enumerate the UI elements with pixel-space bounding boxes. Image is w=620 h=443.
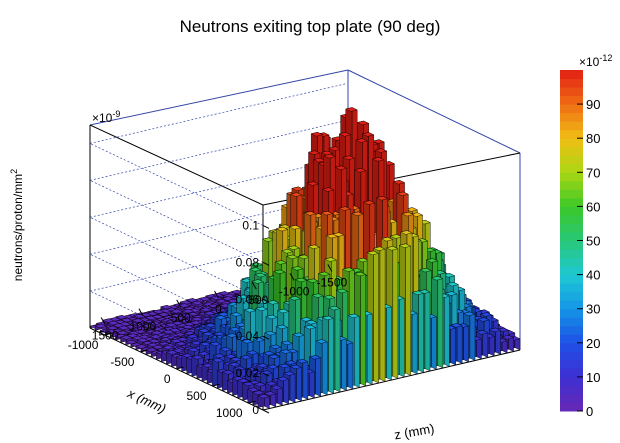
lego-bar-side-y	[411, 310, 418, 375]
lego-bar-top	[181, 308, 195, 314]
lego-bar-side-y	[431, 314, 437, 370]
lego-bar-top	[131, 318, 145, 323]
lego-bar-top	[185, 298, 199, 303]
lego-bar-side-y	[418, 290, 424, 373]
lego-bar-top	[157, 312, 171, 317]
back-frame-right	[347, 69, 521, 154]
lego-bar-side-y	[444, 293, 450, 367]
z-grid-line	[89, 83, 348, 144]
lego-bar-top	[94, 323, 108, 329]
lego-bar-top	[144, 315, 158, 321]
lego-bar-side-y	[456, 323, 463, 364]
chart-title: Neutrons exiting top plate (90 deg)	[180, 17, 441, 36]
lego-bar-side-y	[450, 325, 456, 366]
z-grid-line	[89, 143, 264, 226]
lego-bar-side-y	[495, 327, 501, 355]
lego-bar-side-y	[386, 304, 392, 381]
lego-bar-side-y	[437, 275, 444, 369]
front-frame-top-left	[89, 124, 264, 206]
lego-bar-side-y	[405, 243, 411, 376]
lego-bar	[94, 323, 108, 332]
lego-bar-top	[141, 323, 155, 329]
lego-bar-side-y	[399, 295, 405, 378]
lego-bar-top	[117, 325, 131, 330]
lego-bar-top	[115, 315, 128, 320]
lego-bar-side-y	[424, 289, 431, 372]
lego-bars	[89, 107, 521, 409]
lego-bar-top	[190, 300, 204, 306]
back-frame-top	[89, 69, 349, 126]
lego-bar-side-y	[482, 330, 489, 358]
lego-bar-side-y	[469, 311, 476, 361]
lego-bar-top	[167, 316, 181, 321]
lego-bar-side-y	[392, 246, 399, 379]
lego-bar-top	[104, 329, 118, 334]
lego-bar-top	[180, 313, 194, 318]
lego-bar-top	[152, 309, 166, 314]
lego-bar-top	[148, 320, 162, 326]
lego-bar-side-y	[463, 323, 469, 363]
lego-bar-top	[133, 314, 146, 319]
lego-bar-top	[178, 303, 191, 308]
